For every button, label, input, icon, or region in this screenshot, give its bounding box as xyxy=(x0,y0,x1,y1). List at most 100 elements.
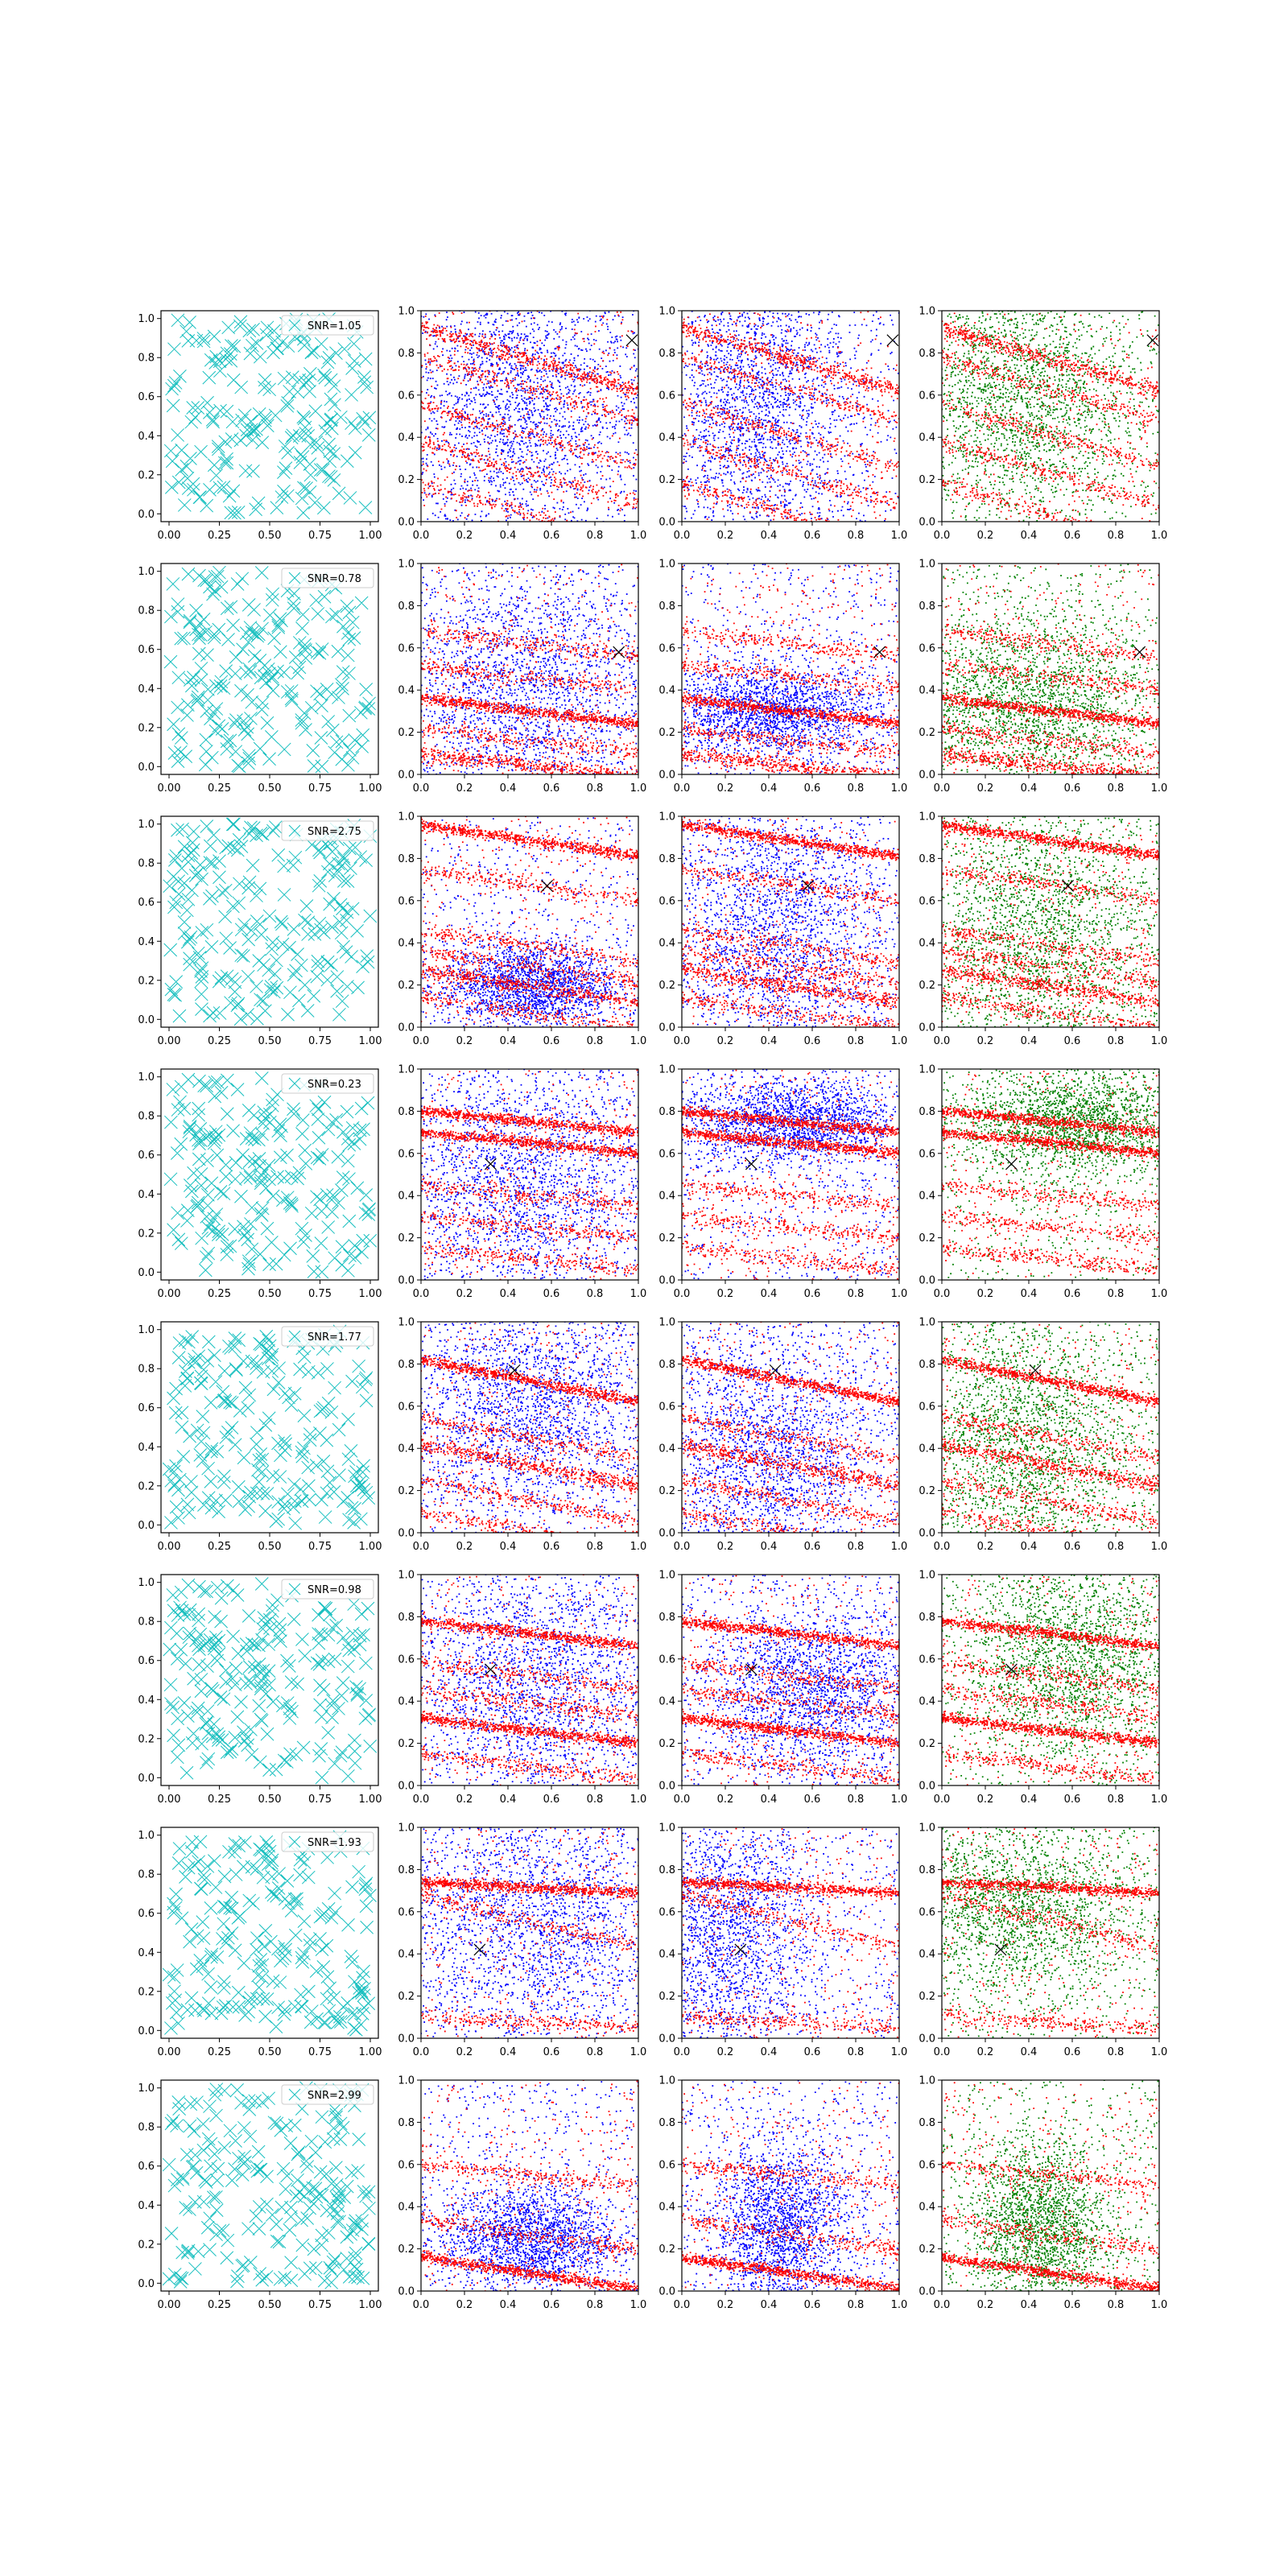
row5-col1-ytick-label: 1.0 xyxy=(138,1324,155,1336)
row2-col1-ytick-label: 0.2 xyxy=(138,722,155,734)
row4-col1-xtick-label: 0.75 xyxy=(308,1288,332,1300)
row6-legend-label: SNR=0.98 xyxy=(308,1584,361,1596)
row6-legend: SNR=0.98 xyxy=(282,1579,374,1599)
row1-col3-xtick-label: 0.4 xyxy=(761,530,778,542)
row1-cyan-scatter xyxy=(164,312,376,519)
row5-col3-ytick-label: 0.0 xyxy=(658,1528,675,1540)
row2-col3-xtick-label: 0.0 xyxy=(674,782,691,795)
row5-col2-ytick-label: 0.8 xyxy=(398,1359,415,1371)
row2-col4-ytick-label: 0.4 xyxy=(919,685,935,697)
row1-col3-xtick-label: 0.0 xyxy=(674,530,691,542)
row6-col2-xtick-label: 0.8 xyxy=(587,1794,604,1806)
row7-col3-xtick-label: 0.4 xyxy=(761,2046,778,2058)
row8-col3-ytick-label: 0.8 xyxy=(658,2117,675,2129)
row5-col4-frame xyxy=(942,1322,1159,1533)
row4-col4-xtick-label: 0.6 xyxy=(1064,1288,1081,1300)
row4-cyan-scatter xyxy=(164,1072,377,1279)
row2-col1-xtick-label: 0.25 xyxy=(208,782,231,795)
row8-col4-red-points xyxy=(937,2083,1166,2295)
row8-col1-ytick-label: 0.4 xyxy=(138,2200,155,2212)
row8-col2-xtick-label: 0.2 xyxy=(456,2299,473,2311)
row4-col3-scatter xyxy=(606,1046,971,1280)
row2-col2-xtick-label: 1.0 xyxy=(630,782,647,795)
row5-col3-ytick-label: 0.8 xyxy=(658,1359,675,1371)
row7-col3-axes: 0.0 0.2 0.4 0.6 0.8 1.00.00.20.40.60.81.0 xyxy=(658,1823,907,2059)
row5-col4-xtick-label: 0.6 xyxy=(1064,1541,1081,1553)
row6-col3-ytick-label: 0.4 xyxy=(658,1696,675,1708)
row3-col1-xtick-label: 0.50 xyxy=(258,1035,282,1047)
row6-col4-xtick-label: 0.4 xyxy=(1021,1794,1038,1806)
row4-legend: SNR=0.23 xyxy=(282,1074,374,1093)
row7-col1-axes: 0.00 0.25 0.50 0.75 1.000.00.20.40.60.81.0 xyxy=(138,1827,382,2058)
row1-col3-marker xyxy=(887,335,898,346)
row1-col3-ytick-label: 0.0 xyxy=(658,517,675,529)
row5-col2-ytick-label: 0.6 xyxy=(398,1401,415,1413)
row6-col3-xtick-label: 0.8 xyxy=(848,1794,865,1806)
row6-col3-scatter xyxy=(642,1551,1008,1833)
row5-col2-red-points xyxy=(416,1323,646,1559)
row3-col1-xtick-label: 0.25 xyxy=(208,1035,231,1047)
row8-col3-xtick-label: 0.4 xyxy=(761,2299,778,2311)
row5-col2-xtick-label: 0.6 xyxy=(543,1541,560,1553)
row4-col4-marker xyxy=(1005,1158,1017,1170)
row7-cyan-markers xyxy=(163,1831,376,2036)
row1-col2-xtick-label: 0.2 xyxy=(456,530,473,542)
row5-cyan-scatter xyxy=(163,1325,375,1530)
row6-col3-blue-points xyxy=(642,1551,1008,1833)
row6-col1-ytick-label: 0.0 xyxy=(138,1773,155,1785)
row4-col1-ytick-label: 0.6 xyxy=(138,1150,155,1162)
row5-col4-ytick-label: 0.0 xyxy=(919,1528,935,1540)
row3-col3-ytick-label: 0.0 xyxy=(658,1022,675,1034)
row2-col4-red-points xyxy=(937,564,1166,786)
row7-cyan-scatter xyxy=(163,1831,376,2036)
row8-col1-xtick-label: 0.75 xyxy=(308,2299,332,2311)
row5-col4-ytick-label: 0.4 xyxy=(919,1443,935,1455)
row5-col1-xtick-label: 0.50 xyxy=(258,1541,282,1553)
row1-col4-ytick-label: 0.8 xyxy=(919,348,935,360)
row5-col1-xtick-label: 1.00 xyxy=(359,1541,382,1553)
row4-col3-ytick-label: 0.8 xyxy=(658,1106,675,1118)
row2-col3-ytick-label: 0.2 xyxy=(658,727,675,739)
row2-col3-ytick-label: 0.8 xyxy=(658,601,675,613)
row8-col4-ytick-label: 0.0 xyxy=(919,2286,935,2298)
row3-col3-ytick-label: 0.8 xyxy=(658,853,675,865)
row3-col3-xtick-label: 0.8 xyxy=(848,1035,865,1047)
row1-col2-ytick-label: 0.6 xyxy=(398,390,415,402)
row6-col2-xtick-label: 0.2 xyxy=(456,1794,473,1806)
row1-col2-ytick-label: 1.0 xyxy=(398,306,415,318)
row7-col2-xtick-label: 0.0 xyxy=(413,2046,430,2058)
row1-col3-ytick-label: 0.8 xyxy=(658,348,675,360)
row2-col3-xtick-label: 0.4 xyxy=(761,782,778,795)
row1-col2-ytick-label: 0.0 xyxy=(398,517,415,529)
row8-col4-ytick-label: 0.8 xyxy=(919,2117,935,2129)
row8-col4-xtick-label: 1.0 xyxy=(1151,2299,1168,2311)
row8-col3-xtick-label: 0.6 xyxy=(804,2299,821,2311)
row6-col2-xtick-label: 0.4 xyxy=(500,1794,517,1806)
row8-col3-ytick-label: 0.6 xyxy=(658,2159,675,2171)
row1-col4-ytick-label: 0.6 xyxy=(919,390,935,402)
row3-col2-ytick-label: 0.2 xyxy=(398,980,415,992)
row7-col2-xtick-label: 0.8 xyxy=(587,2046,604,2058)
row7-col4-xtick-label: 1.0 xyxy=(1151,2046,1168,2058)
row2-col2-xtick-label: 0.2 xyxy=(456,782,473,795)
row7-col3-ytick-label: 0.8 xyxy=(658,1864,675,1876)
row2-col3-xtick-label: 0.8 xyxy=(848,782,865,795)
row2-col4-xtick-label: 0.6 xyxy=(1064,782,1081,795)
row2-col4-xtick-label: 0.2 xyxy=(977,782,994,795)
row2-col4-xtick-label: 0.0 xyxy=(934,782,951,795)
row2-col3-ytick-label: 0.0 xyxy=(658,770,675,782)
row3-col4-xtick-label: 0.2 xyxy=(977,1035,994,1047)
row1-col4-xtick-label: 0.2 xyxy=(977,530,994,542)
row7-col3-ytick-label: 0.0 xyxy=(658,2033,675,2046)
row6-col1-ytick-label: 0.2 xyxy=(138,1733,155,1745)
row5-col2-ytick-label: 0.4 xyxy=(398,1443,415,1455)
row5-col2-ytick-label: 0.2 xyxy=(398,1485,415,1497)
row3-col2-ytick-label: 0.0 xyxy=(398,1022,415,1034)
row1-col2-xtick-label: 1.0 xyxy=(630,530,647,542)
row2-col3-ytick-label: 1.0 xyxy=(658,559,675,571)
row6-col1-ytick-label: 0.6 xyxy=(138,1655,155,1667)
row4-col1-ytick-label: 0.2 xyxy=(138,1228,155,1240)
row6-cyan-scatter xyxy=(163,1578,377,1785)
row4-col4-ytick-label: 0.6 xyxy=(919,1148,935,1160)
row1-col3-red-points xyxy=(677,312,906,555)
